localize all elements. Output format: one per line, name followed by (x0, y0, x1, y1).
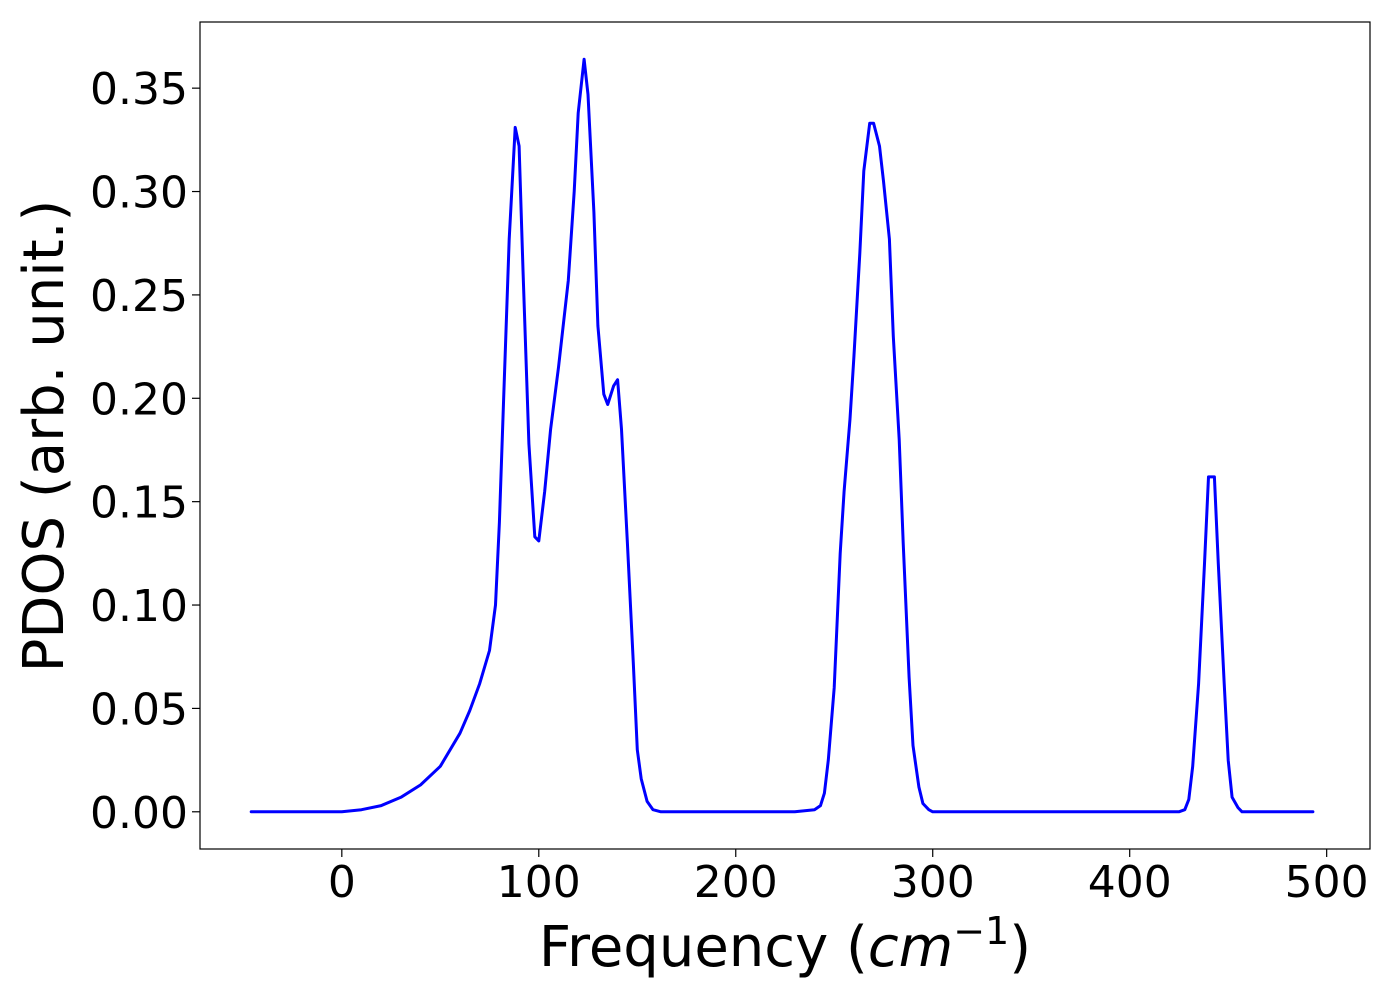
x-tick-label: 100 (497, 857, 581, 908)
y-axis-ticks: 0.00 0.05 0.10 0.15 0.20 0.25 0.30 0.35 (90, 64, 200, 839)
x-axis-ticks: 0 100 200 300 400 500 (328, 849, 1369, 908)
x-tick-label: 400 (1088, 857, 1172, 908)
y-tick-label: 0.25 (90, 271, 188, 322)
y-tick-label: 0.20 (90, 374, 188, 425)
x-axis-title: Frequency (cm−1) (539, 909, 1031, 980)
y-tick-label: 0.30 (90, 168, 188, 219)
x-tick-label: 200 (694, 857, 778, 908)
x-tick-label: 0 (328, 857, 356, 908)
y-axis-title: PDOS (arb. unit.) (12, 200, 77, 673)
y-tick-label: 0.10 (90, 581, 188, 632)
y-tick-label: 0.05 (90, 684, 188, 735)
pdos-series-line (249, 57, 1315, 814)
plot-frame (199, 21, 1371, 850)
x-tick-label: 300 (891, 857, 975, 908)
y-tick-label: 0.35 (90, 64, 188, 115)
y-tick-label: 0.15 (90, 478, 188, 529)
x-tick-label: 500 (1285, 857, 1369, 908)
y-tick-label: 0.00 (90, 788, 188, 839)
plot-area (199, 21, 1371, 850)
